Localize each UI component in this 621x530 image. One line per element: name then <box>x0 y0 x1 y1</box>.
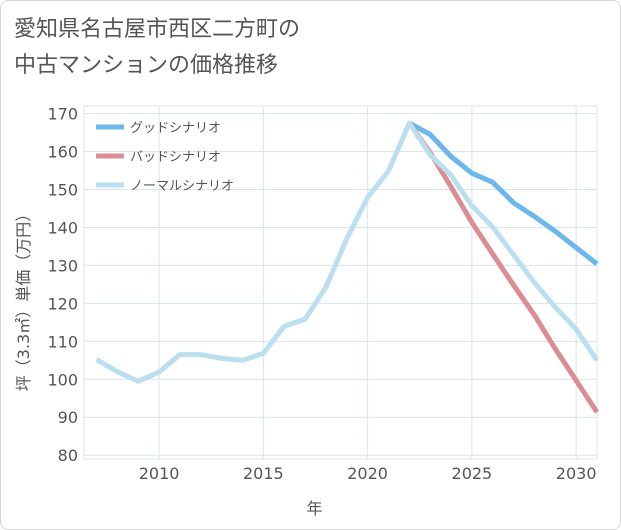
x-tick-label: 2010 <box>139 464 180 483</box>
y-tick-label: 170 <box>47 105 78 124</box>
chart-title: 愛知県名古屋市西区二方町の 中古マンションの価格推移 <box>14 12 514 84</box>
chart-title-line1: 愛知県名古屋市西区二方町の <box>14 17 301 42</box>
y-tick-label: 90 <box>58 408 78 427</box>
y-tick-label: 150 <box>47 181 78 200</box>
y-axis-label: 坪（3.3㎡）単価（万円） <box>14 206 33 391</box>
y-tick-label: 110 <box>47 332 78 351</box>
x-tick-label: 2020 <box>347 464 388 483</box>
y-tick-label: 140 <box>47 218 78 237</box>
axes: 80 90 100 110 120 130 140 150 160 170 2010 2015 2020… <box>14 105 597 518</box>
legend-label: バッドシナリオ <box>130 150 221 165</box>
series-lines <box>95 120 600 414</box>
x-tick-label: 2025 <box>452 464 493 483</box>
y-tick-label: 120 <box>47 294 78 313</box>
series-line-2 <box>407 121 600 414</box>
chart-title-line2: 中古マンションの価格推移 <box>14 53 279 78</box>
y-tick-label: 80 <box>58 446 78 465</box>
y-tick-label: 100 <box>47 370 78 389</box>
series-line-1 <box>408 120 599 266</box>
series-line-3 <box>95 120 600 384</box>
legend-label: ノーマルシナリオ <box>130 179 234 194</box>
grid <box>83 105 598 460</box>
legend-label: グッドシナリオ <box>130 121 221 136</box>
x-axis-label: 年 <box>306 499 322 518</box>
y-tick-label: 130 <box>47 256 78 275</box>
y-tick-label: 160 <box>47 143 78 162</box>
x-tick-label: 2030 <box>556 464 597 483</box>
plot-border <box>83 105 598 460</box>
x-tick-label: 2015 <box>243 464 284 483</box>
